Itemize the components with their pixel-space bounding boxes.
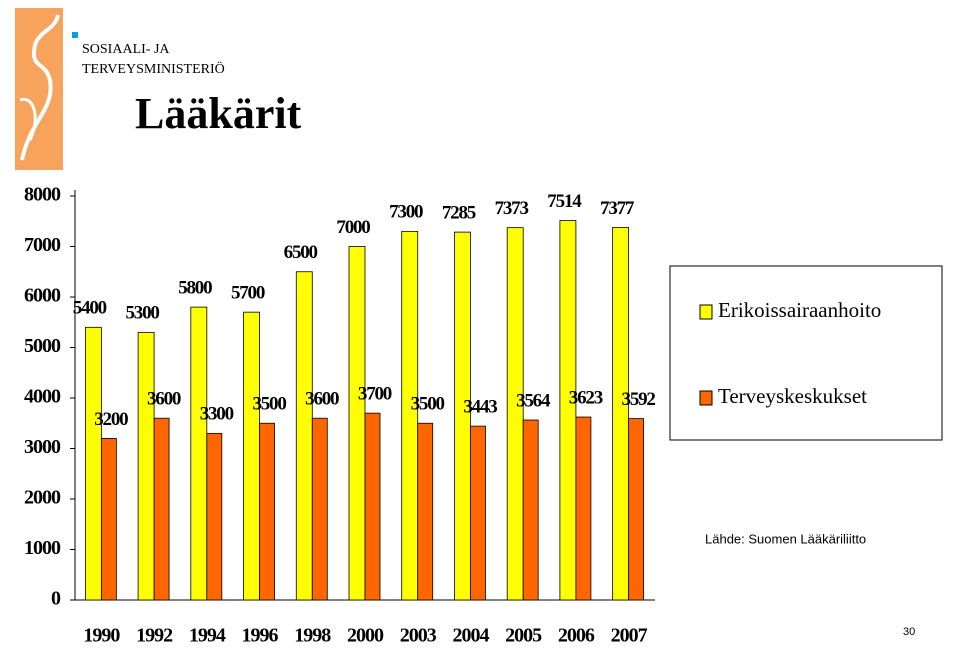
y-tick-label: 7000 [24,234,61,256]
bar [100,437,117,601]
x-tick-label: 2003 [400,625,437,647]
bar [417,422,434,601]
y-tick-label: 2000 [24,487,61,509]
bar [348,246,366,601]
value-label: 7373 [495,198,529,219]
bar [401,230,419,601]
x-tick-label: 2005 [505,625,542,647]
x-tick-label: 1998 [294,625,331,647]
value-label: 7285 [442,202,476,223]
legend-label: Terveyskeskukset [718,384,867,408]
x-tick-label: 2004 [452,625,489,647]
y-tick-label: 3000 [24,436,61,458]
x-tick-label: 1996 [242,625,279,647]
logo [15,8,63,170]
y-tick-label: 5000 [24,335,61,357]
value-label: 7000 [336,217,370,238]
y-tick-label: 0 [51,588,61,610]
y-tick-label: 4000 [24,386,61,408]
bar [559,220,577,601]
x-tick-label: 1990 [83,625,120,647]
bar [522,419,539,601]
bar [454,231,471,601]
chart-title: Lääkärit [135,89,302,138]
value-label: 6500 [284,242,318,263]
bar [295,271,313,601]
value-label: 7377 [600,198,635,219]
x-tick-label: 2000 [347,625,384,647]
x-tick-label: 2006 [558,625,595,647]
value-label: 5400 [73,298,107,319]
y-tick-label: 8000 [24,184,61,206]
x-tick-label: 1992 [136,625,173,647]
y-tick-label: 6000 [24,285,61,307]
page-number: 30 [903,626,915,638]
bar [190,306,208,601]
value-label: 7514 [547,191,582,212]
x-tick-label: 1994 [189,625,226,647]
value-label: 3564 [516,390,551,411]
value-label: 3300 [200,404,234,425]
bar [259,422,275,601]
source: Lähde: Suomen Lääkäriliitto [705,531,866,546]
bar [84,326,102,601]
bar [628,418,645,601]
bar [153,417,170,601]
bar [137,331,155,601]
logo-curve [20,14,60,161]
bar [364,412,381,601]
value-label: 3592 [622,389,656,410]
bar [311,417,328,601]
x-tick-label: 2007 [611,625,648,647]
value-label: 3443 [463,396,497,417]
org-name: SOSIAALI- JA [82,42,170,57]
legend-label: Erikoissairaanhoito [718,298,881,322]
bar [575,416,592,601]
value-label: 7300 [389,202,423,223]
value-label: 3500 [411,394,445,415]
bar [612,227,630,601]
value-label: 3500 [252,394,286,415]
value-label: 3600 [147,389,181,410]
y-tick-label: 1000 [24,537,61,559]
value-label: 3700 [358,384,392,405]
bar [243,311,260,601]
value-label: 5800 [178,277,212,298]
bullet [72,32,78,38]
legend-box [669,265,943,441]
value-label: 5700 [231,283,265,304]
legend-swatch [699,390,713,406]
legend-swatch [699,304,713,320]
bar [506,227,524,601]
bar [470,425,486,601]
value-label: 3600 [305,389,339,410]
value-label: 5300 [125,303,159,324]
value-label: 3200 [94,409,128,430]
value-label: 3623 [569,387,603,408]
logo-curve [19,97,37,141]
org-name: TERVEYSMINISTERIÖ [82,60,225,77]
bar [206,432,223,601]
